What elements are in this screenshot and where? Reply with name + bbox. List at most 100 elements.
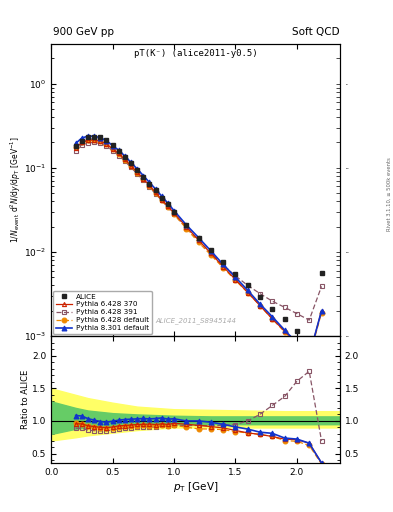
- ALICE: [233, 271, 238, 277]
- Pythia 8.301 default: [129, 159, 133, 165]
- Pythia 6.428 370: [165, 203, 170, 209]
- Pythia 8.301 default: [141, 173, 146, 179]
- Pythia 6.428 default: [184, 225, 189, 231]
- Pythia 6.428 370: [92, 137, 96, 143]
- Pythia 6.428 default: [209, 252, 213, 258]
- Pythia 6.428 default: [79, 139, 84, 145]
- Pythia 6.428 default: [307, 355, 312, 361]
- Pythia 8.301 default: [159, 193, 164, 199]
- Pythia 8.301 default: [295, 340, 299, 346]
- ALICE: [282, 316, 287, 322]
- Pythia 6.428 370: [172, 210, 176, 216]
- Pythia 6.428 391: [172, 211, 176, 218]
- Pythia 6.428 default: [129, 163, 133, 169]
- Pythia 6.428 391: [184, 224, 189, 230]
- Text: Rivet 3.1.10, ≥ 500k events: Rivet 3.1.10, ≥ 500k events: [387, 158, 392, 231]
- ALICE: [135, 167, 140, 173]
- Pythia 6.428 370: [307, 353, 312, 359]
- ALICE: [165, 201, 170, 207]
- Pythia 6.428 391: [135, 170, 140, 177]
- Pythia 6.428 391: [221, 262, 226, 268]
- Pythia 6.428 default: [135, 170, 140, 176]
- Pythia 6.428 391: [233, 273, 238, 279]
- Pythia 6.428 370: [233, 276, 238, 283]
- Pythia 6.428 391: [86, 140, 90, 146]
- ALICE: [73, 143, 78, 150]
- Pythia 8.301 default: [86, 133, 90, 139]
- Pythia 6.428 391: [245, 283, 250, 289]
- Pythia 8.301 default: [104, 137, 109, 143]
- Pythia 8.301 default: [209, 248, 213, 254]
- Pythia 8.301 default: [165, 200, 170, 206]
- Pythia 8.301 default: [233, 274, 238, 281]
- ALICE: [196, 234, 201, 241]
- Pythia 6.428 391: [307, 317, 312, 323]
- Pythia 6.428 391: [147, 184, 152, 190]
- Pythia 8.301 default: [147, 179, 152, 185]
- Pythia 6.428 default: [221, 265, 226, 271]
- ALICE: [295, 328, 299, 334]
- Pythia 8.301 default: [307, 353, 312, 359]
- Y-axis label: Ratio to ALICE: Ratio to ALICE: [22, 370, 31, 430]
- ALICE: [141, 174, 146, 180]
- ALICE: [307, 338, 312, 344]
- Pythia 6.428 default: [319, 310, 324, 316]
- Pythia 6.428 default: [92, 137, 96, 143]
- Pythia 8.301 default: [73, 140, 78, 146]
- Pythia 6.428 391: [295, 311, 299, 317]
- Pythia 6.428 391: [270, 298, 275, 304]
- Pythia 6.428 370: [295, 340, 299, 347]
- Pythia 6.428 default: [245, 289, 250, 295]
- Pythia 8.301 default: [153, 186, 158, 192]
- Pythia 6.428 391: [153, 191, 158, 197]
- ALICE: [92, 134, 96, 140]
- Text: 900 GeV pp: 900 GeV pp: [53, 27, 114, 37]
- ALICE: [258, 294, 263, 301]
- Pythia 6.428 391: [165, 204, 170, 210]
- Pythia 6.428 default: [73, 144, 78, 151]
- Pythia 6.428 370: [196, 237, 201, 243]
- Pythia 6.428 default: [153, 190, 158, 196]
- Pythia 6.428 391: [92, 139, 96, 145]
- Pythia 8.301 default: [172, 207, 176, 214]
- Pythia 6.428 default: [295, 342, 299, 348]
- Pythia 6.428 370: [153, 189, 158, 196]
- Pythia 6.428 391: [116, 153, 121, 159]
- Pythia 8.301 default: [135, 166, 140, 172]
- Pythia 6.428 391: [98, 140, 103, 146]
- Pythia 6.428 370: [282, 328, 287, 334]
- Pythia 6.428 391: [258, 290, 263, 296]
- ALICE: [98, 134, 103, 140]
- Pythia 6.428 default: [159, 197, 164, 203]
- Pythia 6.428 default: [86, 137, 90, 143]
- Pythia 6.428 370: [79, 139, 84, 145]
- Text: Soft QCD: Soft QCD: [292, 27, 339, 37]
- Pythia 8.301 default: [221, 262, 226, 268]
- Pythia 6.428 391: [129, 164, 133, 170]
- Pythia 6.428 391: [319, 283, 324, 289]
- Pythia 8.301 default: [196, 234, 201, 241]
- ALICE: [79, 138, 84, 144]
- Pythia 6.428 370: [104, 141, 109, 147]
- Pythia 6.428 391: [110, 147, 115, 154]
- Pythia 6.428 391: [141, 177, 146, 183]
- Pythia 6.428 391: [104, 143, 109, 149]
- Pythia 8.301 default: [123, 153, 127, 159]
- Pythia 6.428 391: [79, 142, 84, 148]
- Pythia 6.428 370: [159, 197, 164, 203]
- Pythia 8.301 default: [184, 222, 189, 228]
- Pythia 6.428 391: [209, 250, 213, 256]
- ALICE: [221, 260, 226, 266]
- Pythia 6.428 370: [245, 289, 250, 295]
- Pythia 6.428 370: [258, 303, 263, 309]
- Pythia 6.428 391: [73, 147, 78, 154]
- Pythia 8.301 default: [79, 135, 84, 141]
- ALICE: [184, 222, 189, 228]
- Pythia 6.428 370: [147, 182, 152, 188]
- ALICE: [209, 247, 213, 253]
- Pythia 6.428 391: [159, 197, 164, 203]
- Pythia 6.428 370: [116, 151, 121, 157]
- Pythia 6.428 default: [104, 141, 109, 147]
- Pythia 6.428 370: [319, 308, 324, 314]
- ALICE: [159, 195, 164, 201]
